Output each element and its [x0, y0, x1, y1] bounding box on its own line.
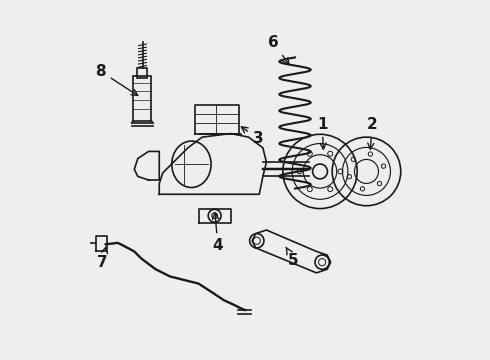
- Text: 7: 7: [97, 247, 107, 270]
- Text: 3: 3: [242, 127, 263, 146]
- Text: 8: 8: [96, 64, 138, 95]
- Text: 2: 2: [367, 117, 378, 149]
- Text: 5: 5: [286, 247, 299, 267]
- Text: 1: 1: [317, 117, 327, 149]
- Text: 6: 6: [268, 35, 289, 64]
- Text: 4: 4: [213, 213, 223, 253]
